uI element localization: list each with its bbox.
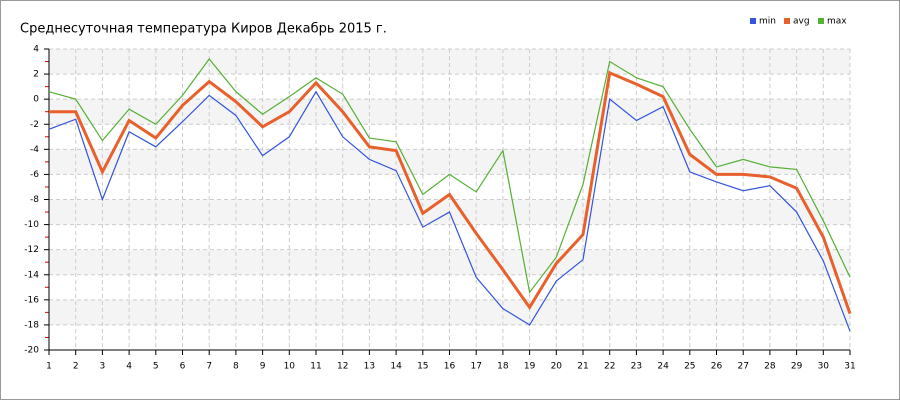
- x-tick-label: 21: [577, 362, 588, 372]
- x-tick-label: 7: [206, 362, 212, 372]
- x-tick-label: 13: [364, 362, 375, 372]
- x-tick-label: 2: [73, 362, 79, 372]
- legend-swatch: [750, 18, 756, 24]
- legend-label: avg: [793, 17, 810, 27]
- x-tick-label: 3: [100, 362, 106, 372]
- grid-band: [49, 49, 850, 75]
- x-tick-label: 4: [126, 362, 132, 372]
- legend-label: min: [759, 17, 776, 27]
- x-tick-label: 24: [657, 362, 669, 372]
- x-tick-label: 22: [604, 362, 615, 372]
- series-line: [49, 70, 852, 315]
- x-tick-label: 27: [737, 362, 748, 372]
- x-tick-label: 9: [260, 362, 266, 372]
- x-tick-label: 23: [631, 362, 642, 372]
- y-tick-label: -8: [30, 195, 39, 205]
- y-tick-label: -20: [24, 346, 39, 356]
- legend-swatch: [818, 18, 824, 24]
- x-tick-label: 1: [46, 362, 52, 372]
- legend-swatch: [784, 18, 790, 24]
- x-tick-label: 29: [791, 362, 803, 372]
- y-tick-label: 2: [33, 70, 39, 80]
- x-tick-label: 5: [153, 362, 159, 372]
- x-tick-label: 20: [551, 362, 563, 372]
- x-tick-label: 25: [684, 362, 695, 372]
- y-tick-label: -2: [30, 120, 39, 130]
- x-tick-label: 15: [417, 362, 428, 372]
- x-tick-label: 30: [818, 362, 830, 372]
- x-tick-label: 11: [310, 362, 321, 372]
- y-tick-label: -4: [30, 145, 39, 155]
- legend-label: max: [827, 17, 847, 27]
- x-tick-label: 10: [284, 362, 296, 372]
- x-tick-label: 16: [444, 362, 456, 372]
- x-tick-label: 31: [844, 362, 855, 372]
- series-line: [48, 58, 851, 294]
- y-tick-label: -18: [24, 320, 39, 330]
- chart-title: Среднесуточная температура Киров Декабрь…: [20, 22, 387, 37]
- y-tick-label: -12: [24, 245, 39, 255]
- x-tick-label: 12: [337, 362, 348, 372]
- x-tick-label: 8: [233, 362, 239, 372]
- x-tick-label: 18: [497, 362, 509, 372]
- y-tick-label: -14: [24, 270, 39, 280]
- y-tick-label: 4: [33, 45, 39, 55]
- series-line: [48, 90, 851, 332]
- y-tick-label: -10: [24, 220, 39, 230]
- x-tick-label: 26: [711, 362, 723, 372]
- x-tick-label: 6: [180, 362, 186, 372]
- x-tick-label: 14: [390, 362, 402, 372]
- y-tick-label: -6: [30, 170, 39, 180]
- x-tick-label: 19: [524, 362, 536, 372]
- x-tick-label: 17: [470, 362, 481, 372]
- x-tick-label: 28: [764, 362, 776, 372]
- y-tick-label: -16: [24, 295, 39, 305]
- y-tick-label: 0: [33, 95, 39, 105]
